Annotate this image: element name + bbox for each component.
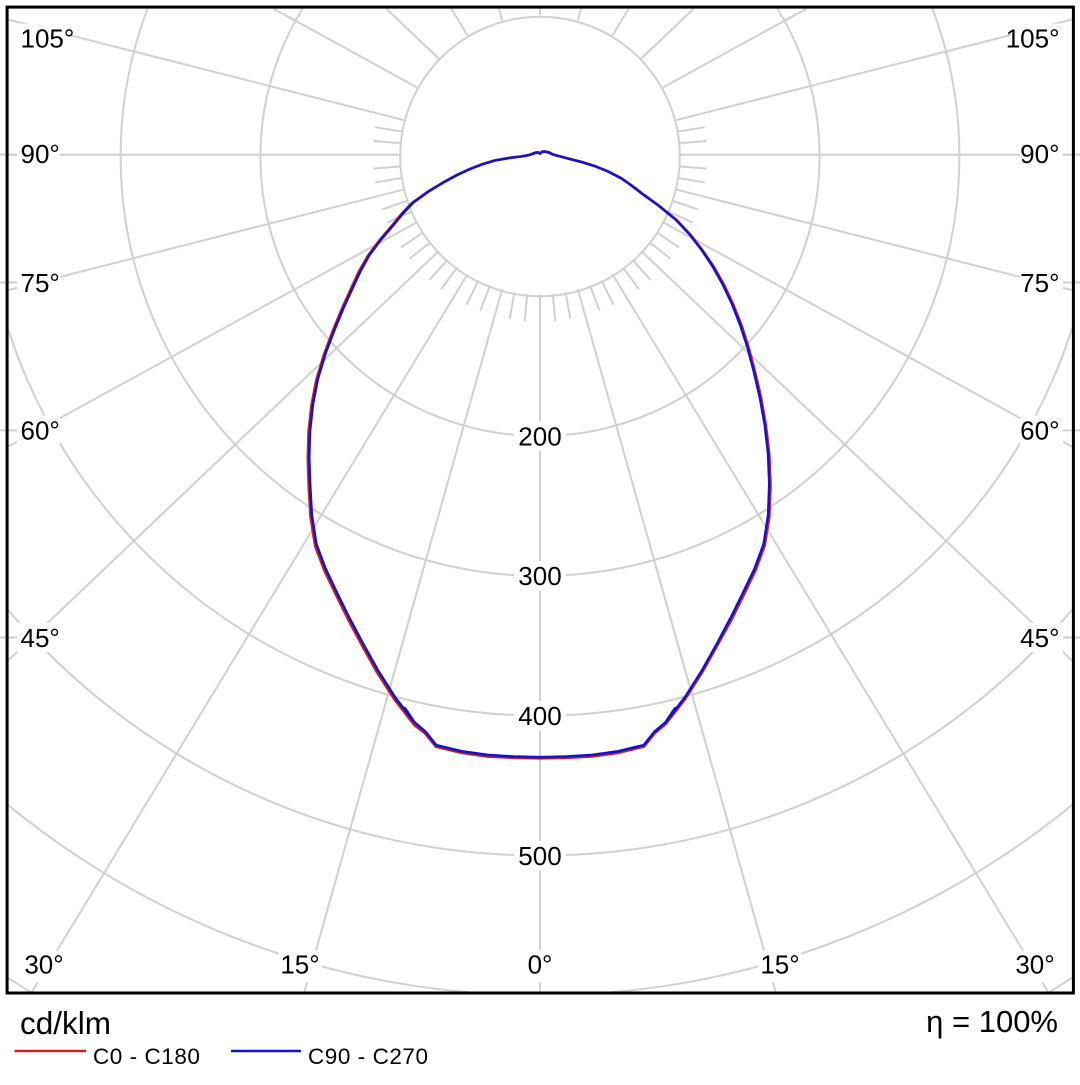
svg-text:200: 200 [518, 421, 561, 451]
svg-text:300: 300 [518, 561, 561, 591]
svg-text:0°: 0° [528, 950, 553, 980]
svg-text:15°: 15° [760, 950, 799, 980]
svg-text:75°: 75° [1020, 268, 1059, 298]
svg-text:90°: 90° [1020, 139, 1059, 169]
svg-text:45°: 45° [1020, 623, 1059, 653]
svg-text:105°: 105° [1006, 24, 1060, 54]
svg-text:500: 500 [518, 841, 561, 871]
svg-text:400: 400 [518, 701, 561, 731]
svg-text:30°: 30° [1015, 950, 1054, 980]
svg-text:15°: 15° [280, 950, 319, 980]
svg-text:C0 - C180: C0 - C180 [93, 1044, 201, 1069]
svg-text:60°: 60° [1020, 416, 1059, 446]
svg-text:cd/klm: cd/klm [20, 1005, 111, 1041]
svg-text:60°: 60° [21, 416, 60, 446]
svg-text:30°: 30° [24, 950, 63, 980]
svg-text:45°: 45° [21, 623, 60, 653]
svg-text:75°: 75° [21, 268, 60, 298]
svg-text:105°: 105° [21, 24, 75, 54]
svg-text:η = 100%: η = 100% [926, 1004, 1058, 1039]
svg-text:90°: 90° [21, 139, 60, 169]
svg-text:C90 - C270: C90 - C270 [308, 1044, 429, 1069]
